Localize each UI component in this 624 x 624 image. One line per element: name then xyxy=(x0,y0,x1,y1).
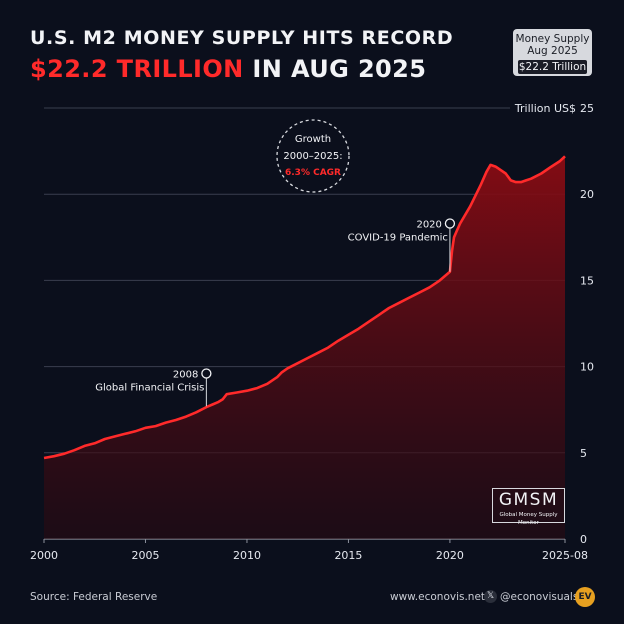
y-tick-label: 5 xyxy=(580,447,587,460)
x-logo-icon: 𝕏 xyxy=(484,590,497,603)
y-axis-label: Trillion US$ xyxy=(514,102,576,115)
x-tick-label: 2005 xyxy=(131,549,159,562)
growth-cagr: 6.3% CAGR xyxy=(285,168,341,178)
x-tick-label: 2000 xyxy=(30,549,58,562)
x-tick-label: 2010 xyxy=(233,549,261,562)
annotation-text: COVID-19 Pandemic xyxy=(348,233,448,244)
y-axis-ticks: 0 5 10 15 20 25 xyxy=(580,102,594,546)
social-handle[interactable]: @econovisuals xyxy=(500,591,579,603)
annotation-year: 2020 xyxy=(416,220,441,231)
growth-circle xyxy=(276,119,350,193)
annotations: 2008 Global Financial Crisis 2020 COVID-19 … xyxy=(95,218,456,407)
annotation-text: Global Financial Crisis xyxy=(95,382,204,393)
subtitle-highlight: $22.2 TRILLION xyxy=(30,55,244,83)
subtitle-rest: IN AUG 2025 xyxy=(243,55,427,83)
gmsm-logo: GMSM Global Money Supply Monitor xyxy=(492,488,565,526)
growth-line2: 2000–2025: xyxy=(283,151,342,162)
y-tick-label: 15 xyxy=(580,274,594,287)
source-note: Source: Federal Reserve xyxy=(30,591,158,603)
website-link[interactable]: www.econovis.net xyxy=(390,591,486,603)
series-line xyxy=(43,155,566,460)
y-tick-label: 10 xyxy=(580,361,594,374)
growth-line1: Growth xyxy=(295,134,331,145)
y-tick-label: 25 xyxy=(580,102,594,115)
series-area xyxy=(44,156,565,540)
y-tick-label: 0 xyxy=(580,533,587,546)
badge-value: $22.2 Trillion xyxy=(518,60,587,74)
badge-line1: Money Supply xyxy=(515,33,590,45)
chart-subtitle: $22.2 TRILLION IN AUG 2025 xyxy=(30,55,426,83)
x-tick-label: 2020 xyxy=(436,549,464,562)
annotation-year: 2008 xyxy=(173,369,198,380)
econovis-logo-icon: EV xyxy=(575,587,595,607)
y-tick-label: 20 xyxy=(580,188,594,201)
gmsm-subtitle: Global Money Supply Monitor xyxy=(499,512,558,526)
x-axis-ticks: 2000 2005 2010 2015 2020 2025-08 xyxy=(30,539,588,562)
annotation-marker xyxy=(201,368,212,379)
chart-title: U.S. M2 MONEY SUPPLY HITS RECORD xyxy=(30,27,454,49)
annotation-marker xyxy=(444,218,456,229)
x-tick-label: 2015 xyxy=(334,549,362,562)
badge-line2: Aug 2025 xyxy=(527,45,578,57)
x-tick-label: 2025-08 xyxy=(542,549,588,562)
money-supply-badge: Money Supply Aug 2025 $22.2 Trillion xyxy=(513,29,592,76)
growth-callout: Growth 2000–2025: 6.3% CAGR xyxy=(276,119,350,193)
gmsm-title: GMSM xyxy=(498,490,559,510)
